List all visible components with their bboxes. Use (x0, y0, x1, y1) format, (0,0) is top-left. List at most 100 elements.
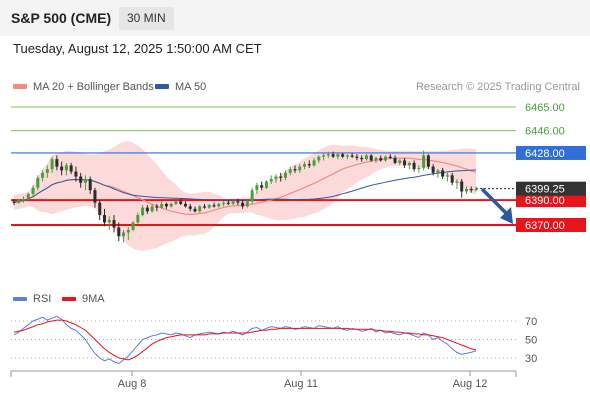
candle-body (474, 188, 478, 191)
forecast-arrow (480, 187, 513, 224)
candle-body (64, 165, 68, 171)
candle-body (226, 202, 230, 204)
candle-body (317, 156, 321, 161)
current-price-tag (516, 181, 586, 196)
candle-body (198, 206, 202, 212)
datetime-label: Tuesday, August 12, 2025 1:50:00 AM CET (13, 41, 262, 56)
header-bar (0, 0, 590, 36)
candle-body (17, 200, 21, 203)
candle-body (126, 229, 130, 233)
candle-body (88, 179, 92, 191)
rsi-panel: 70 50 30 (11, 315, 537, 365)
candle-body (450, 175, 454, 183)
candle-body (369, 155, 373, 161)
candle-body (22, 198, 26, 201)
candle-body (388, 156, 392, 158)
level-label-6465.00: 6465.00 (525, 102, 565, 114)
candle-body (303, 164, 307, 167)
rsi-legend: RSI 9MA (13, 293, 105, 305)
rsi-tick-70: 70 (525, 316, 537, 328)
x-tick-label: Aug 12 (453, 378, 488, 390)
candle-body (183, 203, 187, 207)
candle-body (431, 166, 435, 173)
candle-body (155, 206, 159, 208)
candle-body (384, 156, 388, 161)
candle-body (141, 207, 145, 216)
level-label-6370.00: 6370.00 (525, 220, 565, 232)
candle-body (26, 193, 30, 199)
candle-body (274, 176, 278, 180)
candle-body (307, 164, 311, 166)
level-tag-6390.00 (516, 193, 586, 208)
price-axis-labels: 6465.00 6446.00 6428.00 6390.00 6370.00 6399.… (516, 102, 586, 232)
candle-body (469, 188, 473, 191)
level-tag-6428.00 (516, 145, 586, 160)
candle-body (279, 176, 283, 178)
candle-body (164, 203, 168, 207)
candle-body (98, 202, 102, 216)
candle-body (55, 159, 59, 167)
candle-body (102, 215, 106, 223)
candle-body (207, 205, 211, 208)
candle-body (131, 222, 135, 230)
legend-label-ma50: MA 50 (175, 81, 206, 93)
candle-body (50, 159, 54, 170)
candlesticks (12, 150, 478, 243)
candle-body (203, 206, 207, 208)
candle-body (145, 207, 149, 212)
candle-body (193, 208, 197, 212)
candle-body (231, 201, 235, 204)
candle-body (398, 160, 402, 163)
level-tag-6370.00 (516, 218, 586, 232)
candle-body (355, 156, 359, 158)
rsi-tick-50: 50 (525, 335, 537, 347)
candle-body (217, 203, 221, 207)
level-label-6428.00: 6428.00 (525, 148, 565, 160)
candle-body (350, 155, 354, 157)
candle-body (174, 201, 178, 204)
rsi-series-9ma (13, 319, 477, 361)
candle-body (31, 187, 35, 194)
candle-body (293, 169, 297, 171)
candle-body (364, 155, 368, 160)
timeframe-badge[interactable]: 30 MIN (119, 7, 174, 30)
candle-body (455, 181, 459, 183)
candle-body (379, 157, 383, 161)
candle-body (412, 162, 416, 170)
price-legend: MA 20 + Bollinger Bands MA 50 (13, 81, 206, 93)
candle-body (374, 157, 378, 161)
candle-body (341, 154, 345, 157)
candle-body (45, 169, 49, 173)
x-tick-label: Aug 8 (118, 378, 147, 390)
candle-body (179, 201, 183, 204)
candle-body (345, 155, 349, 157)
time-axis: Aug 8 Aug 11 Aug 12 (10, 370, 517, 390)
candle-body (441, 170, 445, 177)
candle-body (298, 166, 302, 171)
candle-body (417, 167, 421, 170)
candle-body (150, 206, 154, 212)
candle-body (83, 179, 87, 183)
candle-body (222, 202, 226, 204)
legend-label-rsi: RSI (33, 293, 51, 305)
candle-body (60, 166, 64, 171)
candle-body (288, 169, 292, 173)
candle-body (250, 190, 254, 202)
candle-body (422, 155, 426, 168)
legend-swatch-ma20 (13, 84, 27, 89)
attribution: Research © 2025 Trading Central (416, 81, 580, 93)
candle-body (41, 172, 45, 178)
candle-body (336, 154, 340, 157)
candle-body (169, 203, 173, 207)
legend-label-9ma: 9MA (82, 293, 105, 305)
candle-body (107, 220, 111, 223)
candle-body (312, 160, 316, 166)
candle-body (36, 177, 40, 188)
candle-body (112, 220, 116, 228)
candle-body (360, 157, 364, 160)
current-price-label: 6399.25 (525, 184, 565, 196)
candle-body (264, 181, 268, 188)
x-tick-label: Aug 11 (284, 378, 318, 390)
